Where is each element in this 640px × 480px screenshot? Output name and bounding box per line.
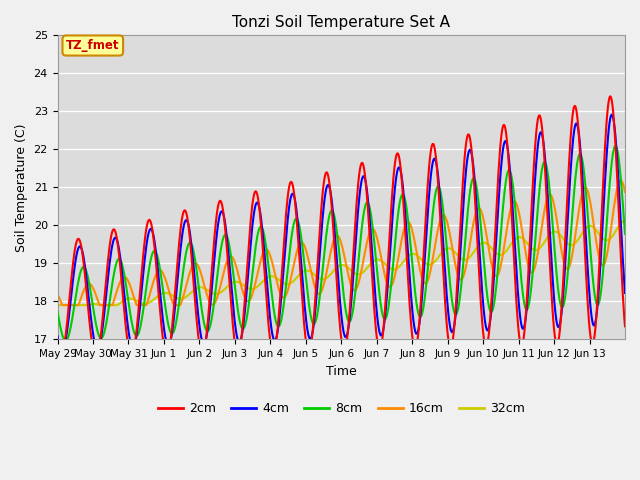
Line: 4cm: 4cm	[58, 115, 625, 350]
8cm	[401, 194, 408, 200]
Line: 2cm: 2cm	[58, 96, 625, 358]
Title: Tonzi Soil Temperature Set A: Tonzi Soil Temperature Set A	[232, 15, 451, 30]
8cm	[121, 275, 129, 281]
32cm	[274, 276, 282, 282]
16cm	[401, 225, 408, 230]
2cm	[57, 355, 65, 361]
32cm	[621, 217, 629, 223]
Legend: 2cm, 4cm, 8cm, 16cm, 32cm: 2cm, 4cm, 8cm, 16cm, 32cm	[153, 397, 530, 420]
16cm	[225, 254, 233, 260]
8cm	[621, 231, 629, 237]
4cm	[253, 200, 261, 205]
4cm	[401, 202, 408, 207]
8cm	[253, 233, 261, 239]
2cm	[253, 192, 261, 197]
32cm	[253, 284, 260, 290]
32cm	[225, 283, 232, 288]
16cm	[275, 286, 283, 292]
2cm	[275, 313, 283, 319]
4cm	[225, 258, 233, 264]
2cm	[121, 314, 129, 320]
Text: TZ_fmet: TZ_fmet	[66, 39, 120, 52]
2cm	[433, 158, 440, 164]
Y-axis label: Soil Temperature (C): Soil Temperature (C)	[15, 123, 28, 252]
8cm	[225, 242, 233, 248]
16cm	[617, 178, 625, 183]
16cm	[54, 291, 61, 297]
2cm	[401, 217, 408, 223]
2cm	[606, 94, 614, 99]
4cm	[121, 297, 129, 302]
Line: 32cm: 32cm	[58, 220, 625, 305]
4cm	[621, 290, 629, 296]
2cm	[225, 276, 233, 282]
8cm	[433, 187, 440, 192]
8cm	[62, 338, 70, 344]
2cm	[621, 324, 629, 329]
16cm	[59, 302, 67, 308]
8cm	[275, 324, 283, 329]
32cm	[54, 302, 61, 308]
4cm	[275, 320, 283, 326]
16cm	[621, 189, 629, 195]
32cm	[400, 258, 408, 264]
Line: 8cm: 8cm	[58, 146, 625, 341]
32cm	[432, 258, 440, 264]
8cm	[612, 143, 620, 149]
8cm	[54, 309, 61, 314]
4cm	[433, 160, 440, 166]
Line: 16cm: 16cm	[58, 180, 625, 305]
4cm	[54, 334, 61, 339]
4cm	[58, 348, 66, 353]
2cm	[54, 348, 61, 354]
4cm	[608, 112, 616, 118]
16cm	[433, 235, 440, 241]
X-axis label: Time: Time	[326, 365, 356, 378]
16cm	[253, 272, 261, 277]
32cm	[120, 298, 128, 303]
16cm	[121, 274, 129, 280]
